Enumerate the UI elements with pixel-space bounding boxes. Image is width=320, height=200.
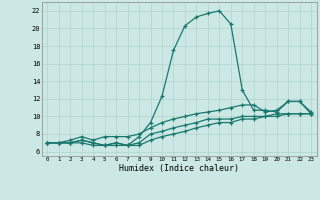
X-axis label: Humidex (Indice chaleur): Humidex (Indice chaleur): [119, 164, 239, 173]
